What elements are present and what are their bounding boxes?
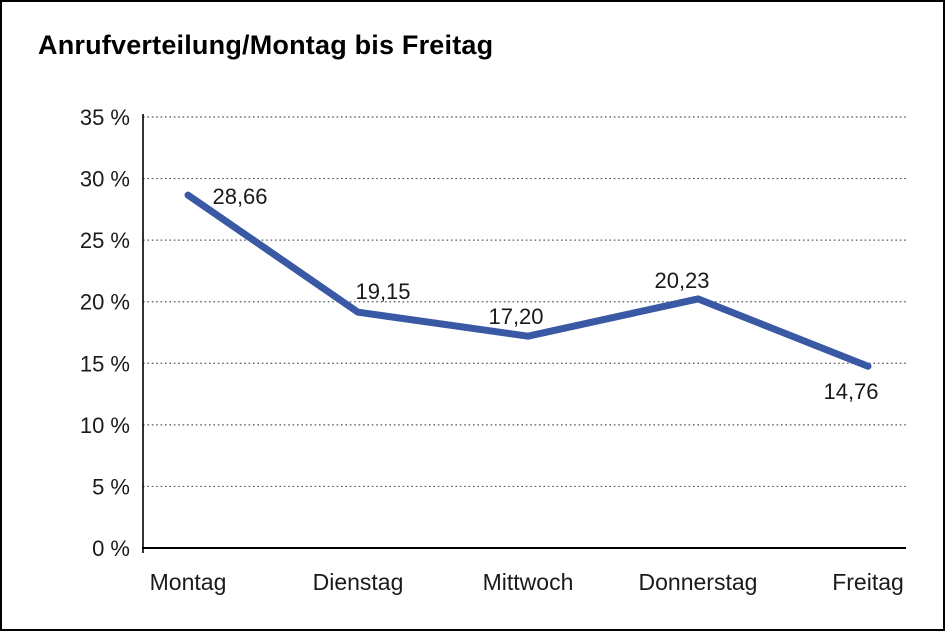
data-point-label: 17,20: [488, 304, 543, 329]
data-point-label: 14,76: [823, 379, 878, 404]
data-point-label: 19,15: [355, 279, 410, 304]
y-tick-label: 10 %: [80, 413, 130, 438]
x-category-label: Mittwoch: [483, 569, 574, 595]
y-tick-label: 20 %: [80, 290, 130, 315]
data-series-line: [184, 191, 872, 370]
y-tick-label: 5 %: [92, 474, 130, 499]
y-tick-label: 35 %: [80, 105, 130, 130]
y-tick-label: 25 %: [80, 228, 130, 253]
x-category-label: Freitag: [832, 569, 904, 595]
data-point-label: 20,23: [654, 268, 709, 293]
chart-title: Anrufverteilung/Montag bis Freitag: [38, 30, 494, 60]
x-category-label: Donnerstag: [639, 569, 758, 595]
y-tick-label: 0 %: [92, 536, 130, 561]
y-tick-label: 15 %: [80, 351, 130, 376]
x-category-label: Montag: [150, 569, 227, 595]
x-category-label: Dienstag: [313, 569, 404, 595]
y-tick-label: 30 %: [80, 167, 130, 192]
data-point-label: 28,66: [212, 184, 267, 209]
